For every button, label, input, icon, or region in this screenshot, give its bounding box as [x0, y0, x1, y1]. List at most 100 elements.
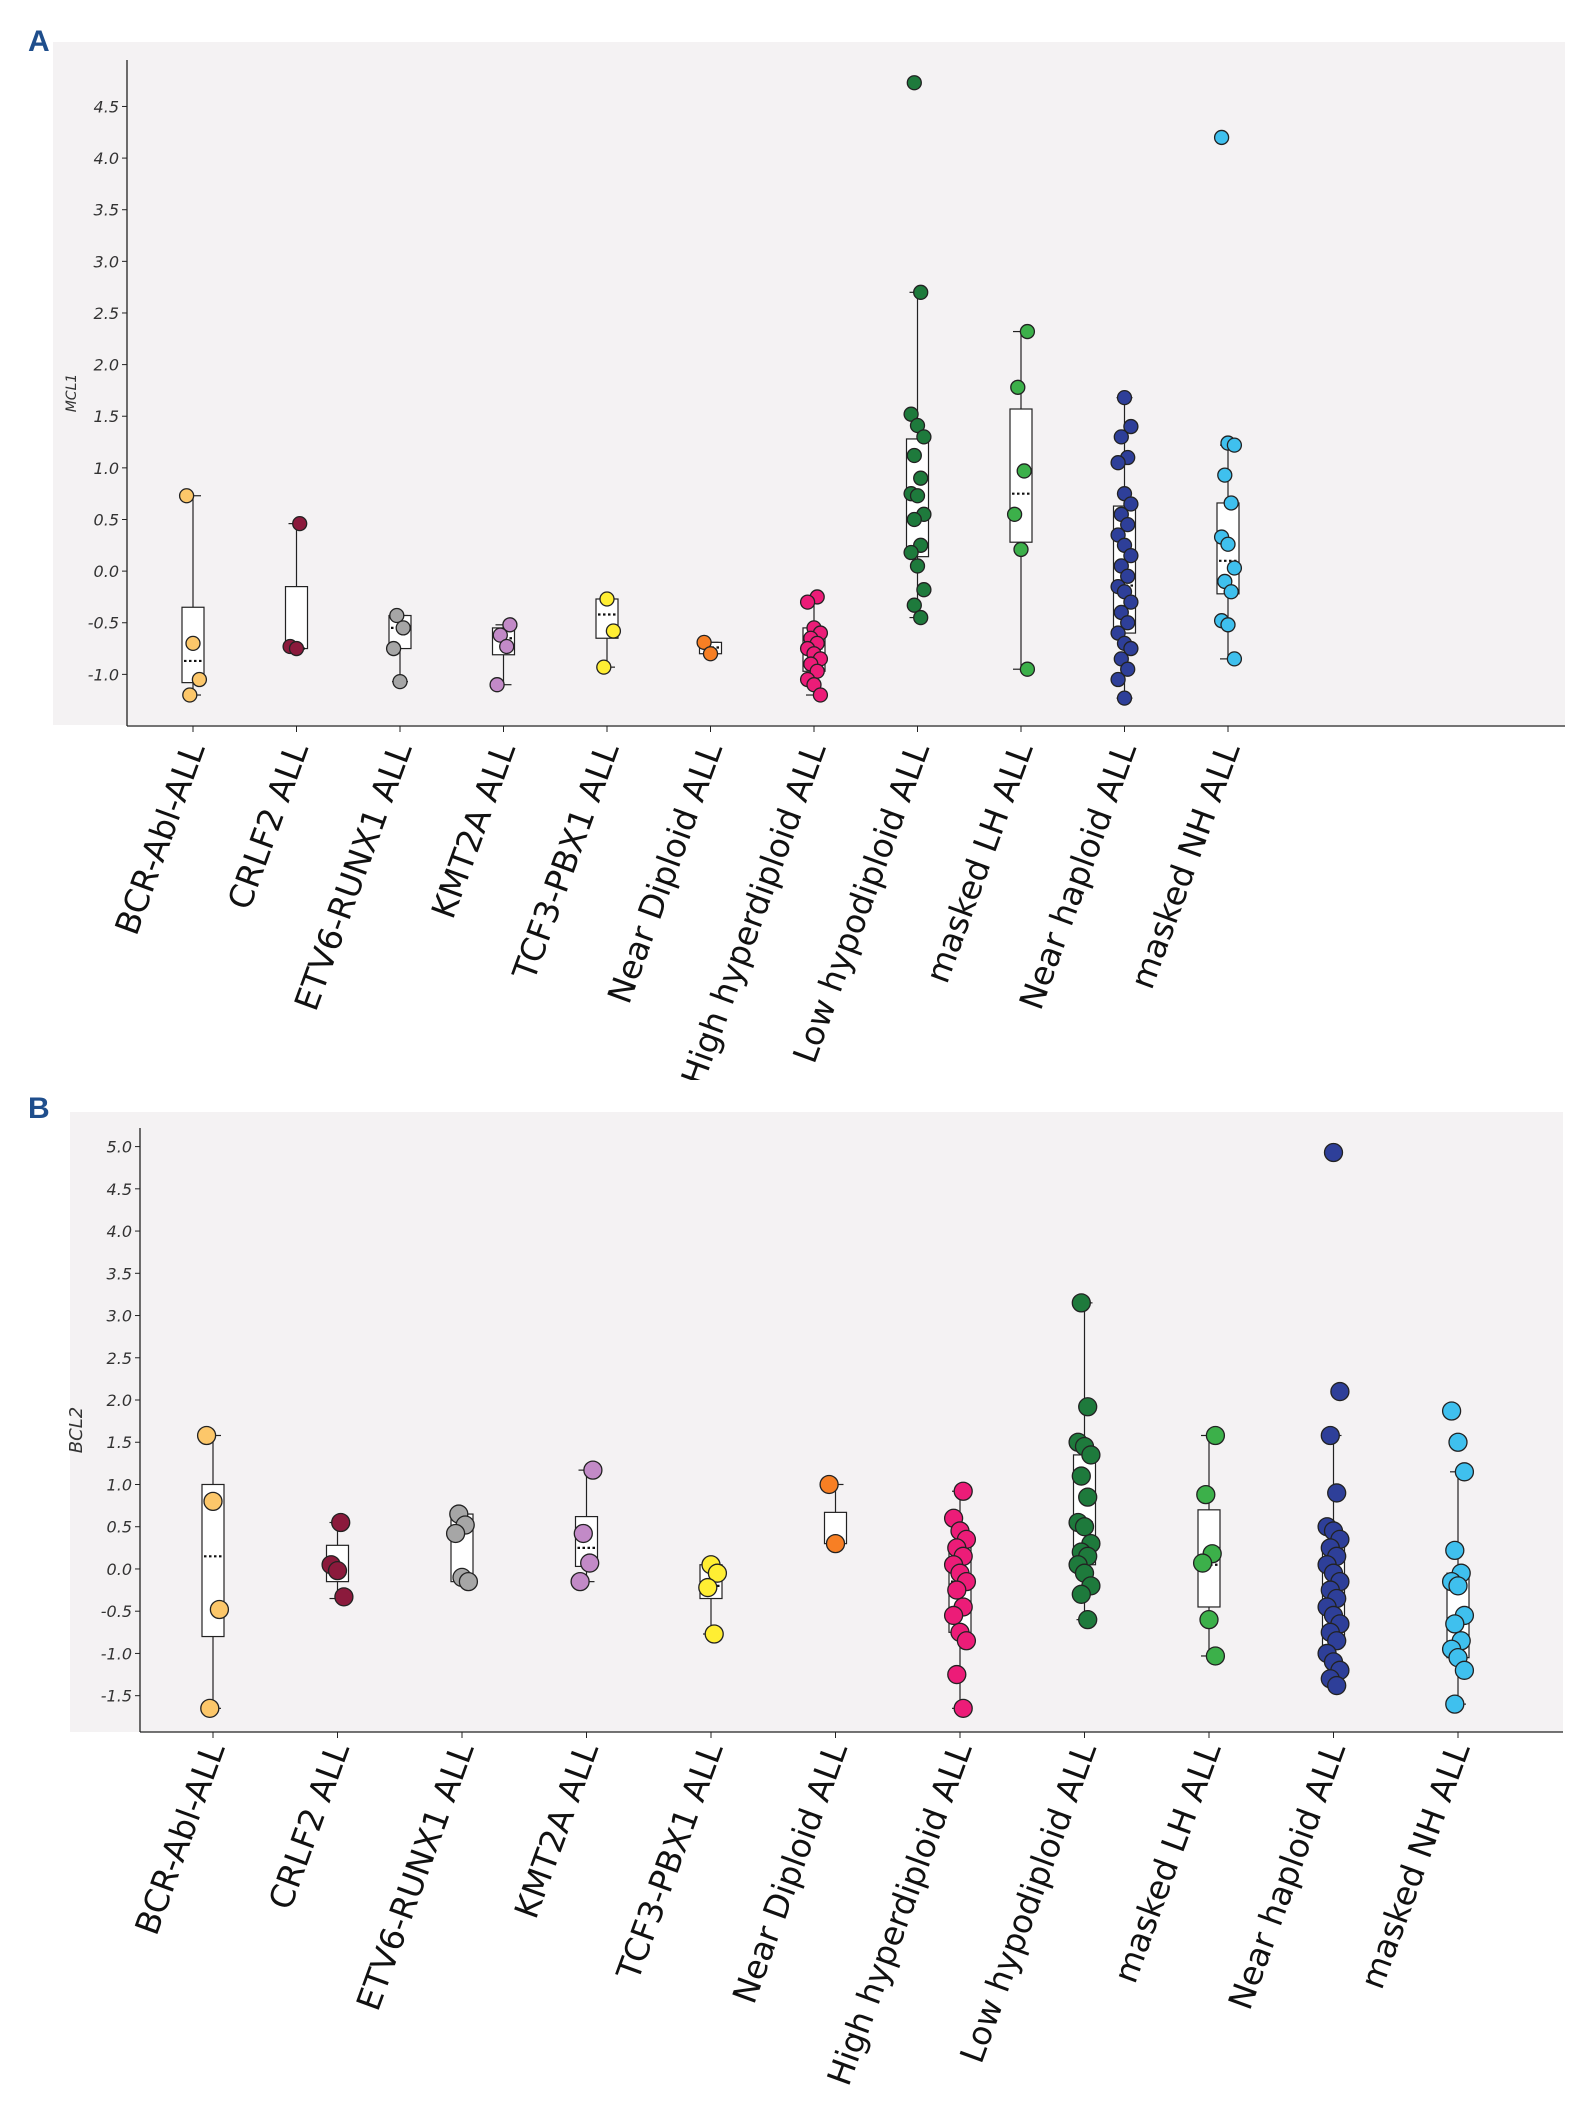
- data-point: [1327, 1675, 1347, 1696]
- data-point: [1010, 379, 1026, 395]
- y-tick-label-b: -1.5: [101, 1687, 132, 1706]
- y-tick-label-a: -1.0: [88, 665, 119, 684]
- data-point: [1006, 506, 1023, 522]
- data-point: [698, 1577, 718, 1598]
- data-point: [906, 447, 922, 464]
- data-point: [605, 623, 622, 639]
- data-point: [702, 646, 719, 662]
- data-point: [1120, 568, 1136, 584]
- data-point: [200, 1698, 220, 1718]
- data-point: [943, 1605, 964, 1626]
- data-point: [196, 1425, 217, 1446]
- data-point: [392, 673, 408, 690]
- category-label: masked LH ALL: [1106, 1737, 1229, 1988]
- category-label: masked NH ALL: [1352, 1737, 1477, 1994]
- y-tick-label-b: 3.0: [107, 1307, 132, 1326]
- y-tick-label-b: -1.0: [101, 1644, 132, 1663]
- y-tick-label-a: 4.0: [94, 149, 119, 168]
- y-tick-label-b: 2.0: [107, 1391, 132, 1410]
- y-tick-label-a: 4.5: [94, 97, 119, 116]
- data-point: [1123, 594, 1139, 610]
- y-tick-label-a: 1.5: [94, 407, 119, 426]
- category-label: Near haploid ALL: [1220, 1737, 1353, 2015]
- data-point: [178, 488, 195, 504]
- data-point: [1217, 467, 1233, 483]
- data-point: [1019, 323, 1036, 340]
- data-point: [704, 1624, 724, 1644]
- data-point: [1445, 1614, 1465, 1634]
- data-point: [1116, 389, 1133, 406]
- y-tick-label-a: -0.5: [88, 614, 119, 633]
- y-tick-label-b: 5.0: [107, 1138, 132, 1157]
- data-point: [182, 687, 198, 703]
- data-point: [499, 638, 515, 655]
- data-point: [906, 597, 922, 613]
- data-point: [1199, 1609, 1219, 1630]
- y-tick-label-a: 2.0: [94, 356, 119, 375]
- data-point: [1078, 1609, 1098, 1630]
- data-point: [1320, 1425, 1340, 1446]
- data-point: [502, 617, 518, 633]
- data-point: [1220, 536, 1236, 552]
- panel-a-label: A: [28, 25, 50, 58]
- category-label: High hyperdiploid ALL: [819, 1737, 979, 2091]
- data-point: [1071, 1584, 1091, 1604]
- data-point: [1327, 1483, 1347, 1503]
- y-tick-label-b: 0.0: [107, 1560, 132, 1579]
- data-point: [1123, 547, 1139, 564]
- data-point: [389, 607, 405, 624]
- data-point: [1123, 640, 1139, 657]
- data-point: [1445, 1540, 1465, 1561]
- data-point: [903, 406, 919, 422]
- data-point: [1448, 1432, 1468, 1452]
- data-point: [916, 429, 932, 445]
- data-point: [916, 582, 932, 598]
- category-label: KMT2A ALL: [424, 737, 524, 924]
- data-point: [913, 470, 929, 486]
- data-point: [596, 659, 612, 675]
- data-point: [812, 687, 829, 703]
- y-tick-label-b: 1.5: [107, 1433, 132, 1452]
- y-tick-label-a: 0.0: [94, 562, 119, 581]
- data-point: [825, 1533, 846, 1554]
- data-point: [956, 1631, 977, 1651]
- data-point: [203, 1491, 223, 1512]
- data-point: [1081, 1445, 1101, 1465]
- data-point: [696, 634, 712, 651]
- data-point: [1330, 1381, 1350, 1402]
- panel-b: -1.5 -1.0 -0.5 0.0 0.5 1.0 1.5 2.0 2.5 3.0 3.5 4.0 4…: [0, 1080, 1570, 2105]
- data-point: [331, 1512, 351, 1533]
- data-point: [1223, 495, 1239, 511]
- data-point: [1110, 455, 1126, 471]
- data-point: [909, 558, 926, 574]
- data-point: [570, 1571, 590, 1592]
- data-point: [580, 1553, 600, 1573]
- y-tick-label-b: 2.5: [107, 1349, 132, 1368]
- data-point: [288, 640, 305, 657]
- data-point: [1110, 671, 1126, 688]
- category-label: ETV6-RUNX1 ALL: [287, 737, 420, 1016]
- data-point: [913, 284, 929, 300]
- data-point: [913, 609, 929, 626]
- y-axis-label-b: BCL2: [66, 1407, 87, 1453]
- data-point: [1196, 1484, 1216, 1505]
- panel-a: -1.0 -0.5 0.0 0.5 1.0 1.5 2.0 2.5 3.0 3.5 4.0 4.5 MC…: [28, 25, 1565, 1080]
- data-point: [1123, 418, 1139, 435]
- y-tick-label-a: 1.0: [94, 459, 119, 478]
- data-point: [1071, 1293, 1091, 1313]
- data-point: [1019, 661, 1036, 677]
- data-point: [191, 671, 208, 688]
- data-point: [1454, 1660, 1475, 1680]
- bcl2-chart: -1.5 -1.0 -0.5 0.0 0.5 1.0 1.5 2.0 2.5 3.0 3.5 4.0 4…: [66, 1112, 1563, 2091]
- data-point: [1223, 584, 1239, 600]
- category-label: Near Diploid ALL: [725, 1737, 856, 2008]
- category-label: BCR-Abl-ALL: [107, 737, 213, 940]
- data-point: [1013, 541, 1029, 558]
- data-point: [1441, 1401, 1462, 1421]
- data-point: [583, 1460, 603, 1480]
- data-point: [1116, 690, 1133, 706]
- data-point: [489, 677, 505, 693]
- data-point: [1454, 1462, 1475, 1482]
- y-tick-label-b: 1.0: [107, 1475, 132, 1494]
- data-point: [1205, 1646, 1226, 1666]
